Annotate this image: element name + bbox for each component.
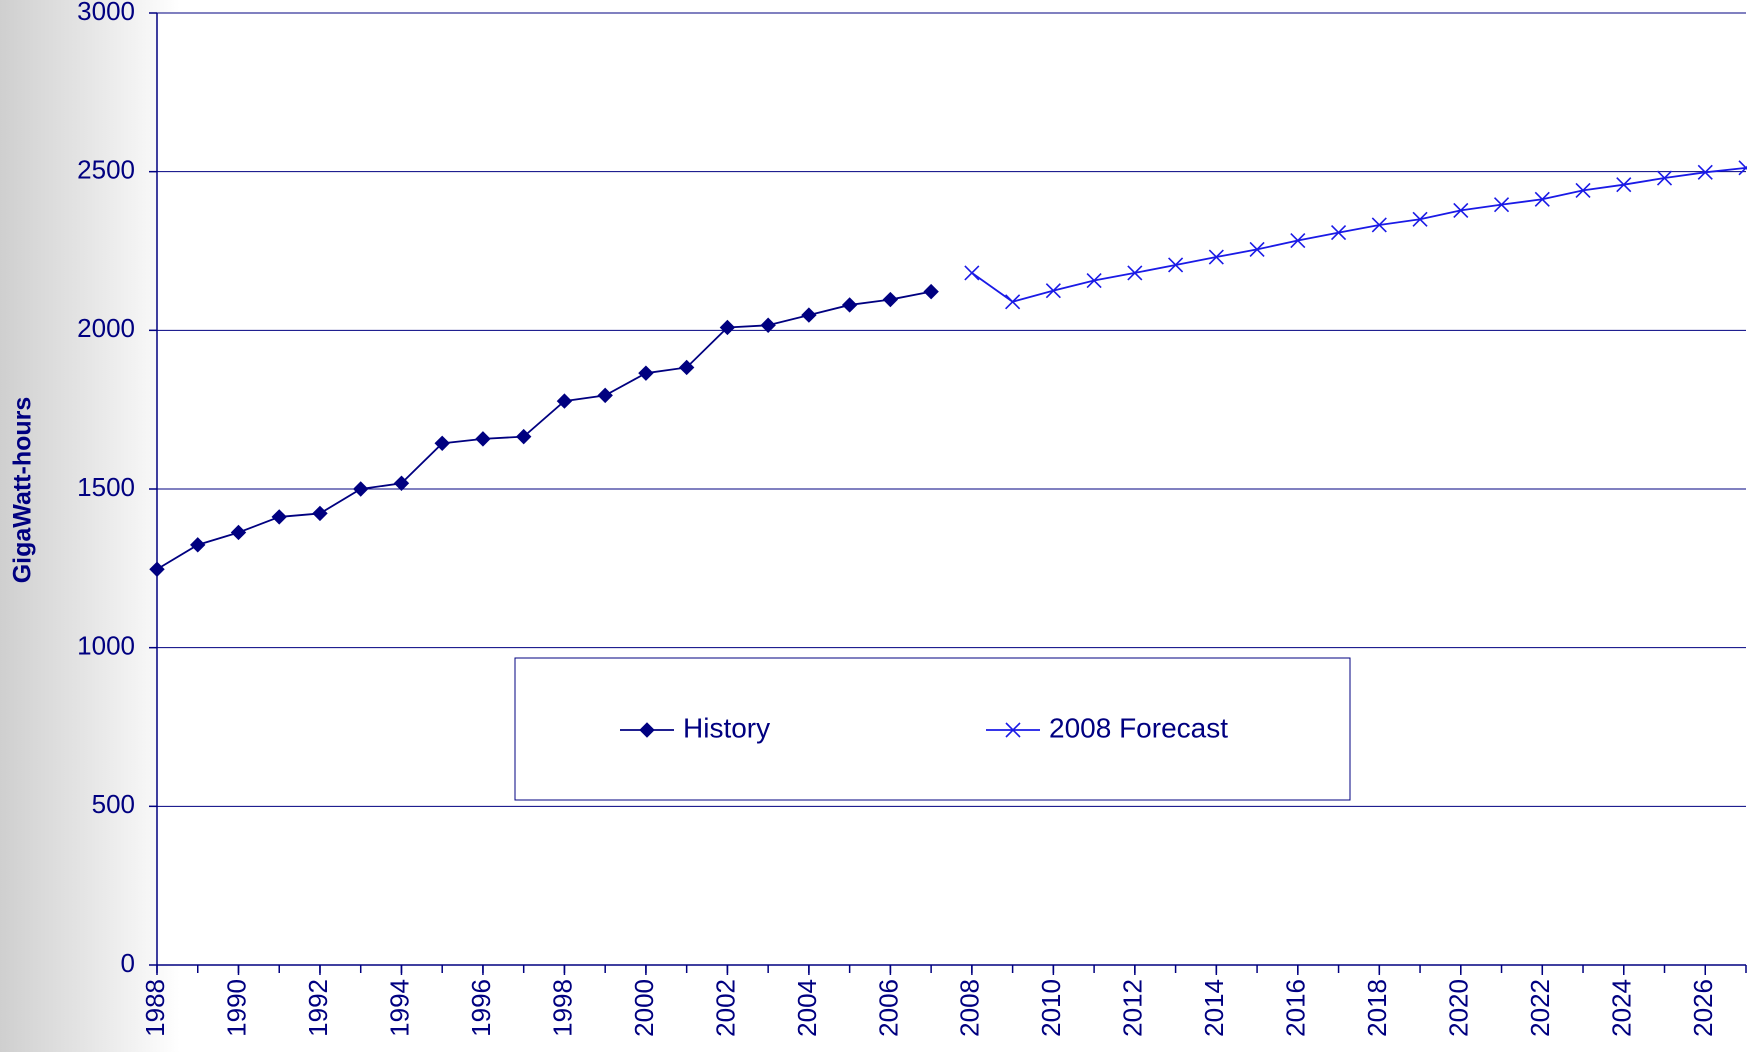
- x-tick-label: 2010: [1036, 979, 1066, 1037]
- y-tick-label: 2500: [77, 155, 135, 185]
- data-point: [190, 537, 206, 553]
- y-tick-label: 2000: [77, 313, 135, 343]
- data-point: [1045, 283, 1061, 299]
- data-point: [923, 283, 939, 300]
- x-tick-label: 1992: [303, 979, 333, 1037]
- data-point: [230, 524, 247, 541]
- data-point: [1005, 294, 1021, 310]
- legend-label: 2008 Forecast: [1049, 712, 1228, 743]
- y-tick-label: 1500: [77, 472, 135, 502]
- data-point: [1534, 191, 1550, 207]
- data-point: [760, 317, 776, 333]
- data-point: [882, 291, 899, 308]
- data-point: [1412, 211, 1428, 227]
- series-line: [971, 166, 1747, 303]
- data-point: [1086, 272, 1102, 289]
- x-tick-label: 1988: [140, 979, 170, 1037]
- x-tick-label: 2024: [1607, 979, 1637, 1037]
- data-point: [1330, 225, 1347, 241]
- data-point: [1249, 241, 1265, 257]
- x-tick-label: 2008: [955, 979, 985, 1037]
- x-tick-label: 2014: [1199, 979, 1229, 1037]
- y-tick-label: 0: [121, 948, 135, 978]
- data-point: [678, 359, 695, 376]
- data-point: [353, 481, 369, 497]
- data-point: [515, 428, 532, 445]
- data-point: [434, 435, 450, 452]
- data-point: [801, 307, 817, 323]
- x-tick-label: 2006: [873, 979, 903, 1037]
- data-point: [1656, 170, 1673, 186]
- x-tick-label: 2002: [710, 979, 740, 1037]
- x-tick-label: 1990: [221, 979, 251, 1037]
- data-point: [1290, 232, 1306, 249]
- data-point: [393, 475, 410, 491]
- data-point: [149, 561, 165, 577]
- data-point: [1493, 197, 1510, 213]
- legend-marker: [1005, 722, 1021, 738]
- x-tick-label: 2018: [1362, 979, 1392, 1037]
- data-point: [475, 431, 491, 447]
- data-point: [1371, 217, 1387, 233]
- data-point: [719, 319, 736, 336]
- legend-marker: [639, 722, 655, 738]
- data-point: [556, 393, 573, 409]
- data-point: [638, 365, 654, 381]
- data-point: [1697, 164, 1713, 180]
- x-tick-label: 2020: [1444, 979, 1474, 1037]
- data-point: [841, 297, 858, 313]
- data-point: [597, 387, 613, 404]
- legend-label: History: [683, 712, 770, 743]
- data-point: [1127, 265, 1143, 281]
- x-tick-label: 1998: [547, 979, 577, 1037]
- x-tick-label: 1994: [384, 979, 414, 1037]
- data-point: [271, 509, 287, 525]
- y-tick-label: 1000: [77, 631, 135, 661]
- data-point: [1208, 249, 1224, 265]
- data-point: [312, 505, 328, 522]
- x-tick-label: 2022: [1525, 979, 1555, 1037]
- x-tick-label: 2026: [1688, 979, 1718, 1037]
- data-point: [1575, 182, 1591, 198]
- data-point: [1453, 202, 1469, 218]
- data-point: [1168, 257, 1184, 273]
- data-point: [1616, 177, 1632, 193]
- legend: [514, 657, 1351, 801]
- data-point: [1738, 160, 1747, 176]
- x-tick-label: 2000: [629, 979, 659, 1037]
- y-tick-label: 500: [92, 789, 135, 819]
- y-tick-label: 3000: [77, 0, 135, 26]
- x-tick-label: 1996: [466, 979, 496, 1037]
- data-point: [964, 265, 980, 281]
- x-tick-label: 2016: [1281, 979, 1311, 1037]
- x-tick-label: 2012: [1118, 979, 1148, 1037]
- y-axis-label: GigaWatt-hours: [9, 397, 37, 584]
- x-tick-label: 2004: [792, 979, 822, 1037]
